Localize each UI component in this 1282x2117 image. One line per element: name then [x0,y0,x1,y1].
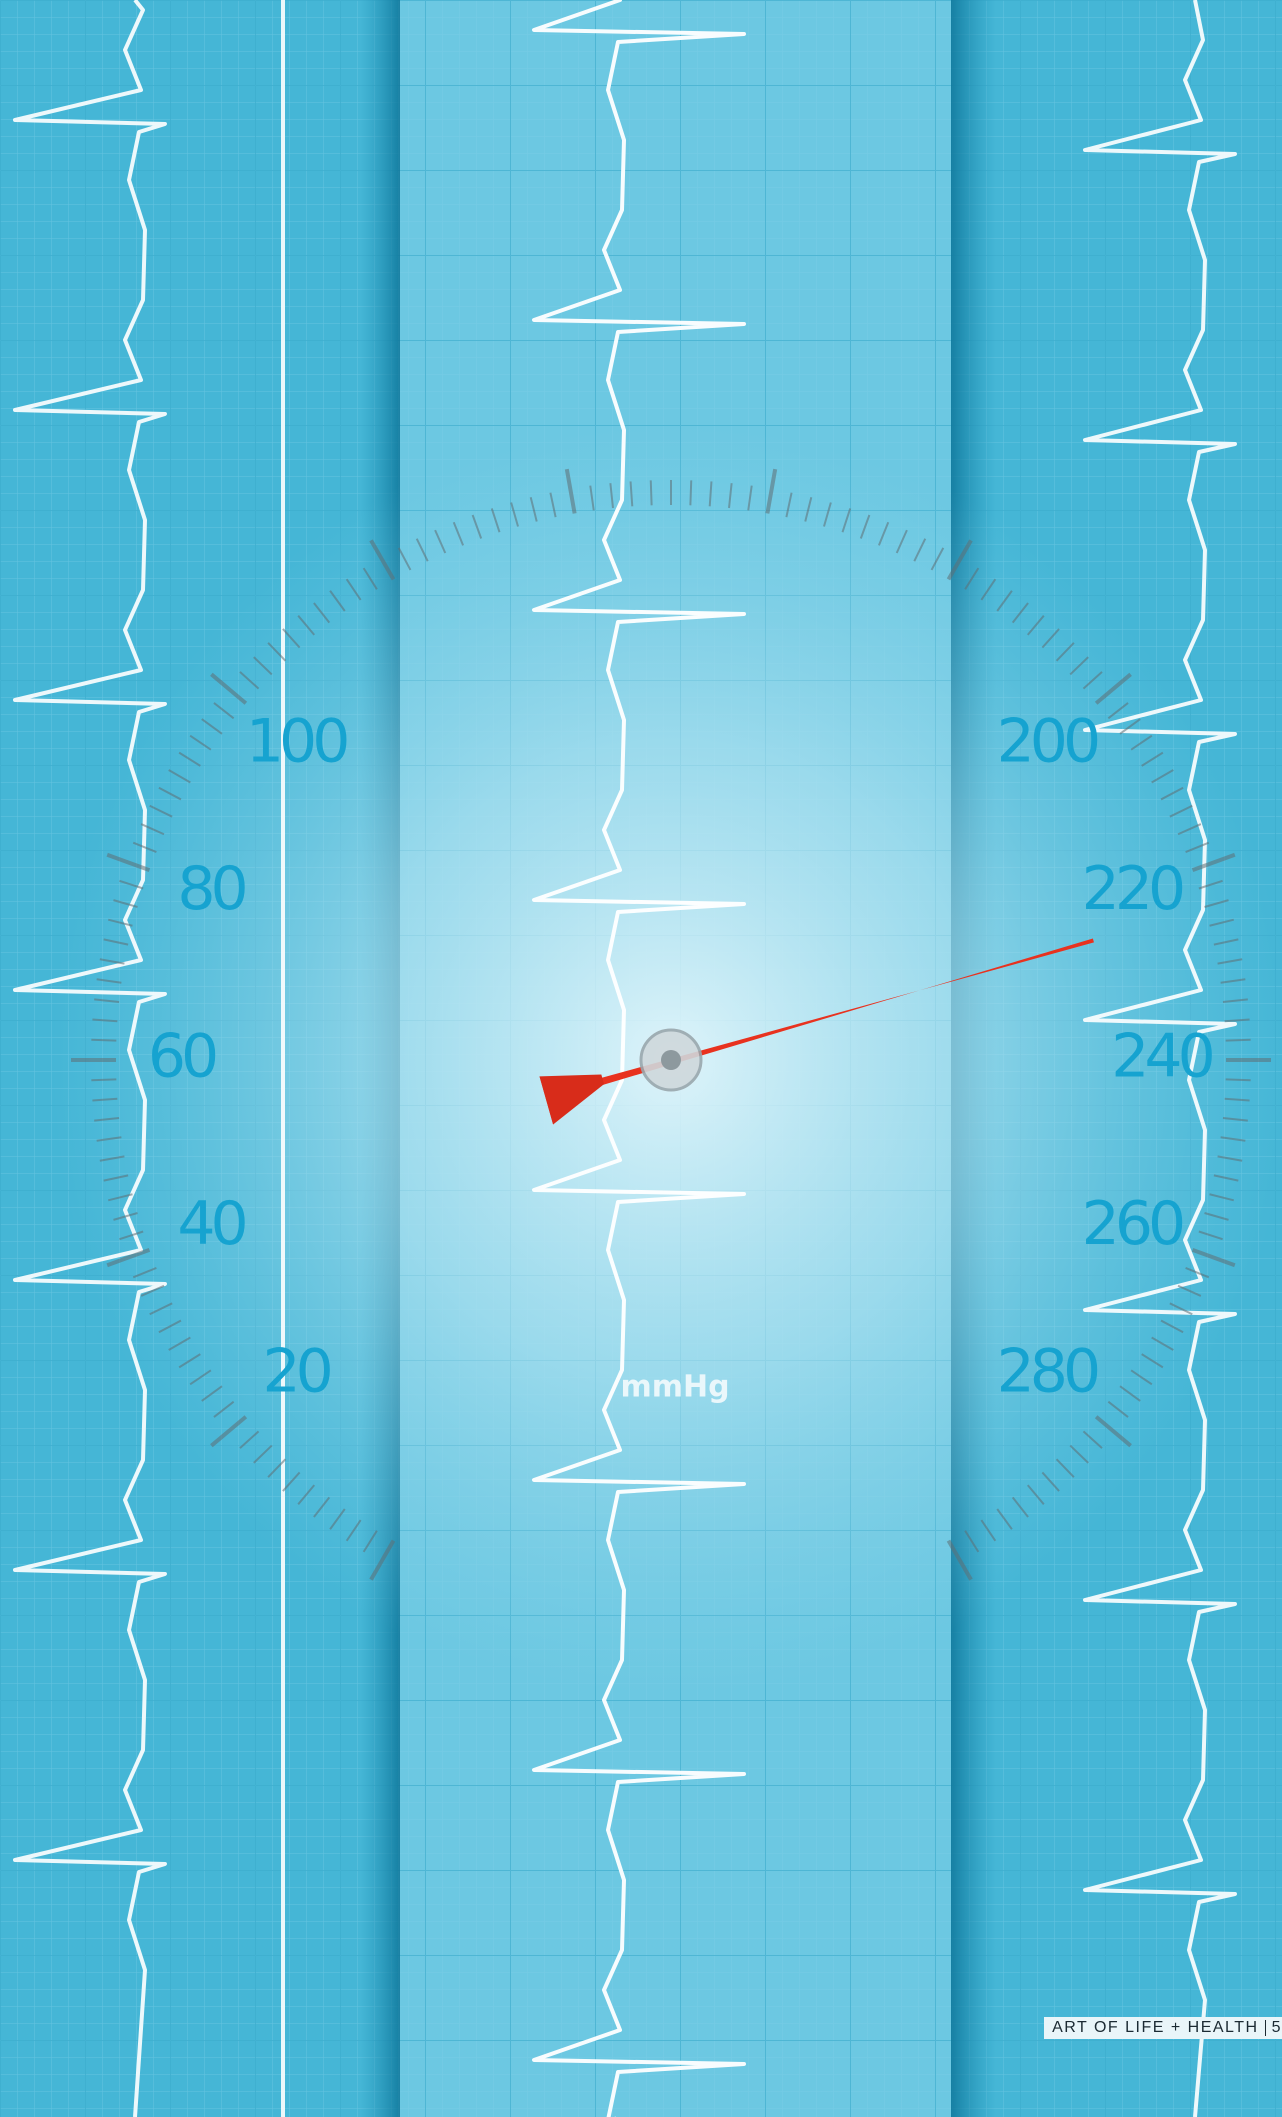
dial-label: 60 [148,1022,216,1092]
needle-pin [661,1050,681,1070]
publication-name: ART OF LIFE + HEALTH [1052,2019,1259,2037]
dial-label: 260 [1082,1189,1183,1259]
dial-label: 280 [997,1337,1098,1407]
dial-label: 220 [1082,854,1183,924]
unit-label: mmHg [620,1370,729,1405]
dial-tick [91,1040,116,1041]
dial-tick [651,480,652,505]
dial-tick [1226,1079,1251,1080]
page-number: 5 [1272,2019,1282,2037]
dial-tick [1226,1040,1251,1041]
dial-label: 100 [246,707,347,777]
dial-label: 80 [177,854,245,924]
footer: ART OF LIFE + HEALTH 5 [1044,2017,1282,2039]
dial-label: 40 [177,1189,245,1259]
dial-label: 200 [997,707,1098,777]
dial-tick [91,1079,116,1080]
page: 100 80 60 40 20 200 220 240 260 280 mmHg ART OF L… [0,0,1282,2117]
illustration: 100 80 60 40 20 200 220 240 260 280 mmHg [0,0,1282,2117]
dial-label: 240 [1111,1022,1212,1092]
separator [1265,2020,1266,2036]
dial-tick [690,480,691,505]
dial-label: 20 [262,1337,330,1407]
